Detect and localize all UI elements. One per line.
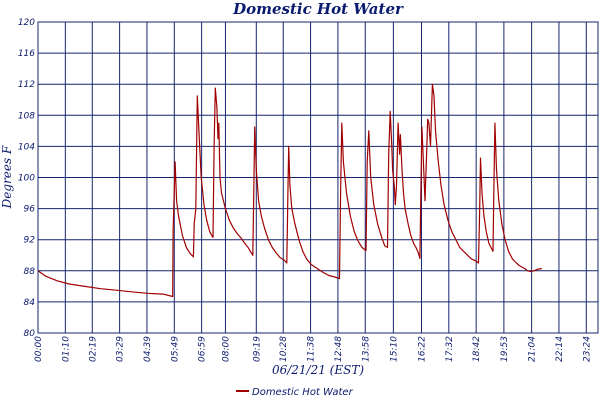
y-tick-label: 80 [24, 329, 36, 339]
x-tick-label: 15:10 [389, 336, 399, 362]
y-tick-label: 92 [24, 236, 36, 246]
series-line [37, 83, 542, 298]
plot-frame [37, 21, 599, 334]
x-tick-label: 17:32 [445, 336, 455, 362]
x-tick-label: 22:14 [555, 336, 565, 362]
y-tick-label: 112 [18, 80, 35, 90]
x-axis-ticks: 00:00 01:10 02:19 03:29 04:39 05:49 06:59 08:00… [34, 336, 592, 362]
x-tick-label: 12:48 [334, 336, 344, 362]
x-tick-label: 03:29 [116, 336, 126, 362]
y-axis-ticks: 80 84 88 92 96 100 104 108 112 116 120 [18, 18, 35, 339]
y-tick-label: 100 [18, 174, 35, 184]
x-tick-label: 08:00 [221, 336, 231, 362]
x-tick-label: 04:39 [143, 336, 153, 362]
x-tick-label: 16:22 [417, 336, 427, 362]
x-tick-label: 02:19 [88, 336, 98, 362]
x-tick-label: 10:28 [279, 336, 289, 362]
x-tick-label: 13:58 [361, 336, 371, 362]
x-tick-label: 00:00 [34, 336, 44, 362]
x-tick-label: 19:53 [500, 336, 510, 362]
y-tick-label: 120 [18, 18, 35, 28]
series-layer [37, 83, 542, 298]
x-tick-label: 01:10 [61, 336, 71, 362]
legend: Domestic Hot Water [236, 387, 354, 398]
y-tick-label: 108 [18, 111, 35, 121]
x-tick-label: 06:59 [198, 336, 208, 362]
y-tick-label: 96 [24, 205, 36, 215]
x-tick-label: 09:19 [252, 336, 262, 362]
y-tick-label: 84 [24, 298, 36, 308]
y-tick-label: 116 [18, 49, 35, 59]
x-tick-label: 21:04 [528, 336, 538, 362]
chart-title: Domestic Hot Water [232, 0, 404, 18]
x-tick-label: 23:24 [582, 336, 592, 362]
legend-label: Domestic Hot Water [252, 387, 354, 398]
x-tick-label: 18:42 [472, 336, 482, 362]
x-axis-label: 06/21/21 (EST) [272, 363, 364, 377]
x-tick-label: 05:49 [170, 336, 180, 362]
y-axis-label: Degrees F [0, 145, 14, 209]
y-tick-label: 104 [18, 142, 35, 152]
y-tick-label: 88 [24, 267, 36, 277]
x-tick-label: 11:38 [307, 336, 317, 362]
